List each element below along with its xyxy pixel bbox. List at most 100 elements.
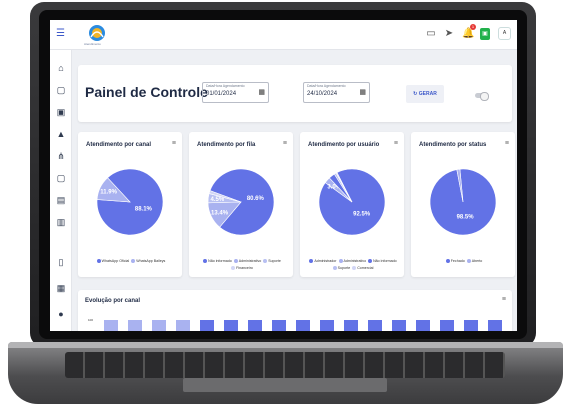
legend-item[interactable]: Suporte [332,265,350,272]
phone-icon[interactable]: ▯ [58,257,64,267]
legend-item[interactable]: Administrativo [233,258,261,265]
bell-icon[interactable]: 🔔 1 [462,23,476,39]
header-card: Painel de Controle Data/Hora Agendamento… [78,65,512,122]
legend-dot [203,258,208,263]
evolution-title: Evolução por canal [85,298,141,304]
legend-dot [131,258,136,263]
screen: ☰ Atendimento ▭ ➤ 🔔 1 ▣ A ⌂ ▢ ▣ ▲ ⋔ ▢ ▤ [50,20,517,331]
legend-dot [263,258,268,263]
chart-title: Atendimento por canal [86,142,152,148]
pie-chart: 80.6% 13.4% 4.5% [207,168,275,236]
legend-dot [231,265,236,270]
end-date-label: Data/Hora Agendamento [307,84,346,88]
legend-item[interactable]: Suporte [263,258,281,265]
pie-card: Atendimento por fila ≡ 80.6% 13.4% 4.5% Não i… [189,132,293,277]
laptop-base [8,342,563,404]
avatar[interactable]: A [498,27,511,40]
evolution-bar [224,320,238,331]
chat-icon[interactable]: ▢ [56,85,66,95]
notification-badge: 1 [470,23,476,30]
rocket-icon[interactable]: ▲ [56,129,66,139]
evolution-bar [200,320,214,331]
keyboard [65,352,505,378]
legend-item[interactable]: Não informado [368,258,397,265]
pie-slice[interactable] [96,177,131,203]
legend-item[interactable]: Financeiro [231,265,253,272]
home-icon[interactable]: ⌂ [58,63,64,73]
logo-text: Atendimento [84,42,101,46]
legend-item[interactable]: WhatsApp Oficial [96,258,129,265]
calendar-icon[interactable]: ▦ [258,89,265,96]
pie-slice[interactable] [208,190,242,203]
end-date-field[interactable]: Data/Hora Agendamento 24/10/2024 ▦ [303,82,370,103]
legend: Fechado Aberto [414,258,514,265]
pie-slice[interactable] [209,168,275,236]
evolution-bar [392,320,406,331]
chart-title: Atendimento por status [419,142,487,148]
pie-slice[interactable] [456,168,464,203]
legend-item[interactable]: WhatsApp Baileys [131,258,165,265]
legend-item[interactable]: Não informado [203,258,232,265]
theme-toggle[interactable] [475,92,489,101]
messages-icon[interactable]: ▢ [56,173,66,183]
axis-label: 100 [88,318,94,322]
evolution-bar [464,320,478,331]
chart-title: Atendimento por usuário [308,142,380,148]
contacts-icon[interactable]: ▣ [56,107,66,117]
pie-slice[interactable] [335,172,353,203]
legend-dot [466,258,471,263]
logo [89,25,105,41]
clipboard-icon[interactable]: ▥ [56,217,66,227]
pie-card: Atendimento por status ≡ 98.5% Fechado Abert… [411,132,515,277]
flow-icon[interactable]: ⋔ [57,151,65,161]
legend-dot [233,258,238,263]
legend-item[interactable]: Comercial [352,265,373,272]
evolution-bar [416,320,430,331]
menu-icon[interactable]: ☰ [56,28,65,39]
menu-icon[interactable]: ≡ [504,140,509,147]
generate-label: GERAR [418,91,437,97]
page-title: Painel de Controle [85,84,208,100]
legend-dot [352,265,357,270]
menu-icon[interactable]: ≡ [501,296,506,303]
grid-icon[interactable]: ▦ [56,283,66,293]
data-label: 92.5% [353,211,371,217]
status-icon[interactable]: ▣ [480,27,490,40]
evolution-card: Evolução por canal ≡ 100 [78,290,512,331]
legend-dot [332,265,337,270]
evolution-bar [272,320,286,331]
evolution-bar [488,320,502,331]
pie-chart: 98.5% [429,168,497,236]
legend-item[interactable]: Fechado [445,258,465,265]
data-label: 13.4% [211,210,229,216]
tag-icon[interactable]: ▤ [56,195,66,205]
legend-dot [368,258,373,263]
pie-chart: 92.5% 3.0% [318,168,386,236]
evolution-bar [368,320,382,331]
data-label: 3.0% [327,184,341,190]
menu-icon[interactable]: ≡ [171,140,176,147]
evolution-bar [152,320,166,331]
evolution-bar [176,320,190,331]
legend-item[interactable]: Administrativo [338,258,366,265]
evolution-bar [104,320,118,331]
sidebar: ⌂ ▢ ▣ ▲ ⋔ ▢ ▤ ▥ ▯ ▦ ● [50,50,72,331]
generate-button[interactable]: ↻ GERAR [406,85,444,103]
legend-item[interactable]: Aberto [466,258,482,265]
legend-dot [445,258,450,263]
calendar-icon[interactable]: ▦ [359,89,366,96]
menu-icon[interactable]: ≡ [393,140,398,147]
legend-dot [309,258,314,263]
chat-icon[interactable]: ▭ [426,27,436,39]
evolution-bar [320,320,334,331]
start-date-field[interactable]: Data/Hora Agendamento 01/01/2024 ▦ [202,82,269,103]
send-icon[interactable]: ➤ [444,27,454,39]
user-icon[interactable]: ● [58,309,64,319]
legend-item[interactable]: Administrador [309,258,337,265]
menu-icon[interactable]: ≡ [282,140,287,147]
pie-card: Atendimento por canal ≡ 88.1% 11.9% WhatsApp… [78,132,182,277]
data-label: 11.9% [100,190,117,196]
legend: WhatsApp Oficial WhatsApp Baileys [81,258,181,265]
pie-card: Atendimento por usuário ≡ 92.5% 3.0% Adminis… [300,132,404,277]
